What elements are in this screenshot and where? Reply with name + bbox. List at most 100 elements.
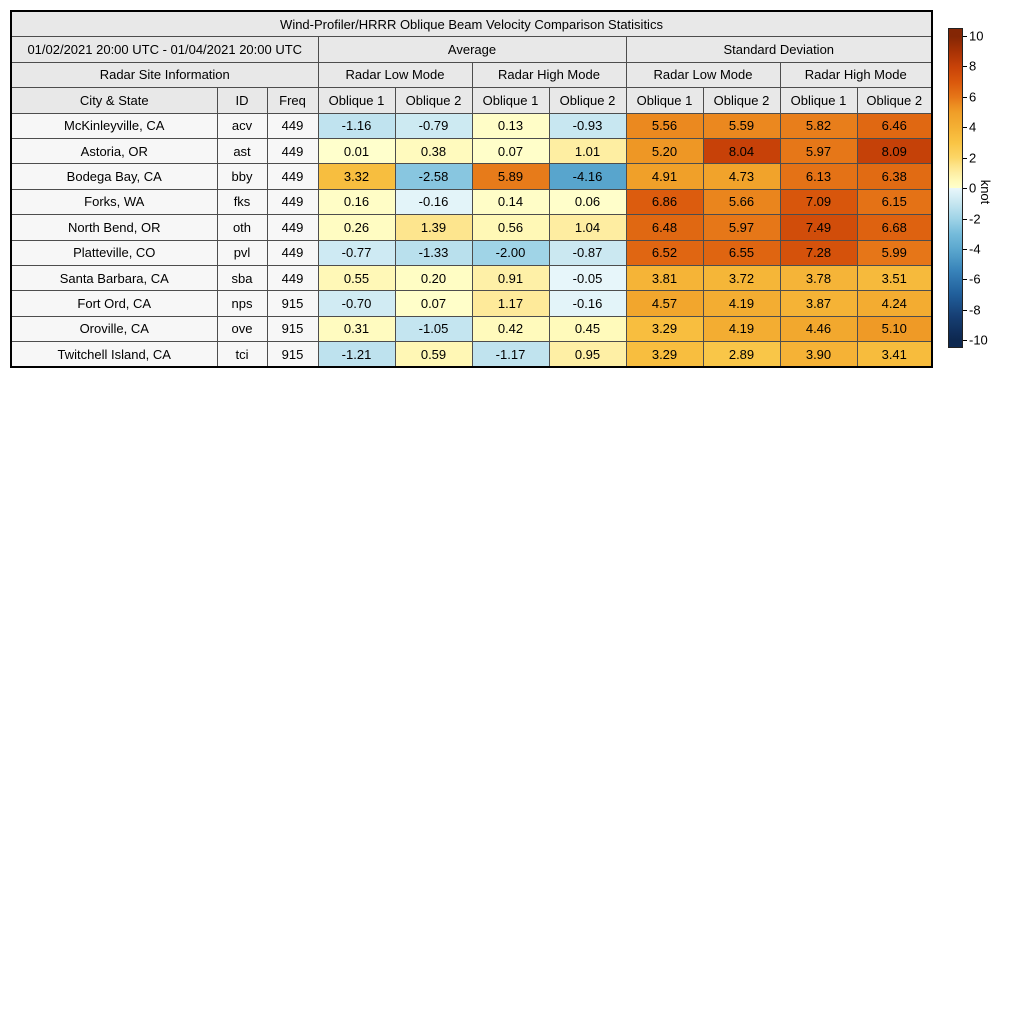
section-header-row: 01/02/2021 20:00 UTC - 01/04/2021 20:00 … — [10, 36, 933, 63]
value-cell: 3.78 — [779, 264, 858, 292]
colorbar-tick — [963, 309, 967, 311]
table-row: Santa Barbara, CA sba 449 0.55 0.20 0.91 -0.05… — [10, 264, 933, 292]
value-cell: 0.13 — [471, 112, 550, 139]
value-cell: 5.89 — [471, 163, 550, 190]
avg-low-mode-header: Radar Low Mode — [317, 61, 473, 89]
value-cell: 5.20 — [625, 137, 704, 165]
value-cell: 4.57 — [625, 290, 704, 317]
colorbar-tick-label: 10 — [969, 28, 984, 44]
colorbar-tick-label: 0 — [969, 180, 977, 196]
value-cell: 0.26 — [317, 214, 396, 241]
value-cell: 8.09 — [856, 137, 933, 165]
colorbar — [948, 28, 963, 348]
table-row: McKinleyville, CA acv 449 -1.16 -0.79 0.13 -0.… — [10, 112, 933, 139]
value-cell: 0.45 — [548, 315, 627, 343]
table-row: Bodega Bay, CA bby 449 3.32 -2.58 5.89 -4.16 4.… — [10, 163, 933, 190]
value-cell: 1.39 — [394, 214, 473, 241]
freq-cell: 449 — [266, 112, 319, 139]
city-cell: McKinleyville, CA — [10, 112, 218, 139]
site-id-cell: bby — [216, 163, 268, 190]
city-cell: Santa Barbara, CA — [10, 264, 218, 292]
value-cell: 0.01 — [317, 137, 396, 165]
id-header: ID — [216, 87, 268, 114]
value-cell: 0.59 — [394, 341, 473, 368]
site-id-cell: sba — [216, 264, 268, 292]
value-cell: 4.19 — [702, 290, 781, 317]
site-id-cell: tci — [216, 341, 268, 368]
colorbar-tick — [963, 188, 967, 189]
oblique1-header: Oblique 1 — [779, 87, 858, 114]
city-cell: Oroville, CA — [10, 315, 218, 343]
value-cell: 0.95 — [548, 341, 627, 368]
colorbar-tick — [963, 218, 967, 220]
value-cell: -1.05 — [394, 315, 473, 343]
table-row: Twitchell Island, CA tci 915 -1.21 0.59 -1.17… — [10, 341, 933, 368]
colorbar-tick-label: -6 — [969, 271, 981, 287]
value-cell: 6.55 — [702, 239, 781, 266]
value-cell: -0.93 — [548, 112, 627, 139]
date-range: 01/02/2021 20:00 UTC - 01/04/2021 20:00 … — [10, 36, 319, 63]
colorbar-tick — [963, 340, 967, 342]
value-cell: -1.17 — [471, 341, 550, 368]
value-cell: -2.00 — [471, 239, 550, 266]
city-cell: Bodega Bay, CA — [10, 163, 218, 190]
freq-cell: 449 — [266, 188, 319, 216]
value-cell: 3.32 — [317, 163, 396, 190]
value-cell: -1.16 — [317, 112, 396, 139]
site-id-cell: acv — [216, 112, 268, 139]
value-cell: -0.79 — [394, 112, 473, 139]
value-cell: 0.31 — [317, 315, 396, 343]
freq-cell: 449 — [266, 163, 319, 190]
city-cell: Astoria, OR — [10, 137, 218, 165]
value-cell: 1.04 — [548, 214, 627, 241]
freq-cell: 915 — [266, 341, 319, 368]
sd-low-mode-header: Radar Low Mode — [625, 61, 781, 89]
table-title: Wind-Profiler/HRRR Oblique Beam Velocity… — [10, 10, 933, 38]
value-cell: 0.14 — [471, 188, 550, 216]
colorbar-tick-label: -2 — [969, 211, 981, 226]
table-row: Platteville, CO pvl 449 -0.77 -1.33 -2.00 -0.8… — [10, 239, 933, 266]
value-cell: 4.73 — [702, 163, 781, 190]
value-cell: 1.17 — [471, 290, 550, 317]
value-cell: 0.38 — [394, 137, 473, 165]
value-cell: 3.90 — [779, 341, 858, 368]
table-row: Oroville, CA ove 915 0.31 -1.05 0.42 0.45 3.29 4… — [10, 315, 933, 343]
value-cell: 0.91 — [471, 264, 550, 292]
site-id-cell: nps — [216, 290, 268, 317]
sd-high-mode-header: Radar High Mode — [779, 61, 933, 89]
value-cell: 0.55 — [317, 264, 396, 292]
site-id-cell: pvl — [216, 239, 268, 266]
value-cell: 3.41 — [856, 341, 933, 368]
freq-header: Freq — [266, 87, 319, 114]
value-cell: -0.16 — [548, 290, 627, 317]
value-cell: 6.48 — [625, 214, 704, 241]
oblique1-header: Oblique 1 — [471, 87, 550, 114]
value-cell: 5.97 — [779, 137, 858, 165]
value-cell: 5.56 — [625, 112, 704, 139]
table-row: North Bend, OR oth 449 0.26 1.39 0.56 1.04 6.48… — [10, 214, 933, 241]
colorbar-tick-label: -4 — [969, 241, 981, 257]
value-cell: 5.66 — [702, 188, 781, 216]
oblique2-header: Oblique 2 — [856, 87, 933, 114]
city-cell: Twitchell Island, CA — [10, 341, 218, 368]
value-cell: 3.72 — [702, 264, 781, 292]
value-cell: 5.82 — [779, 112, 858, 139]
site-id-cell: oth — [216, 214, 268, 241]
value-cell: 5.97 — [702, 214, 781, 241]
table-body: McKinleyville, CA acv 449 -1.16 -0.79 0.13 -0.… — [10, 112, 933, 368]
value-cell: -0.77 — [317, 239, 396, 266]
value-cell: 0.42 — [471, 315, 550, 343]
colorbar-tick-label: 2 — [969, 150, 977, 165]
value-cell: 6.68 — [856, 214, 933, 241]
value-cell: 5.59 — [702, 112, 781, 139]
avg-high-mode-header: Radar High Mode — [471, 61, 627, 89]
colorbar-tick — [963, 127, 967, 128]
oblique2-header: Oblique 2 — [548, 87, 627, 114]
value-cell: -0.05 — [548, 264, 627, 292]
colorbar-tick — [963, 66, 967, 68]
value-cell: 5.10 — [856, 315, 933, 343]
colorbar-unit-label: knot — [978, 179, 994, 205]
value-cell: 3.29 — [625, 341, 704, 368]
value-cell: 4.19 — [702, 315, 781, 343]
